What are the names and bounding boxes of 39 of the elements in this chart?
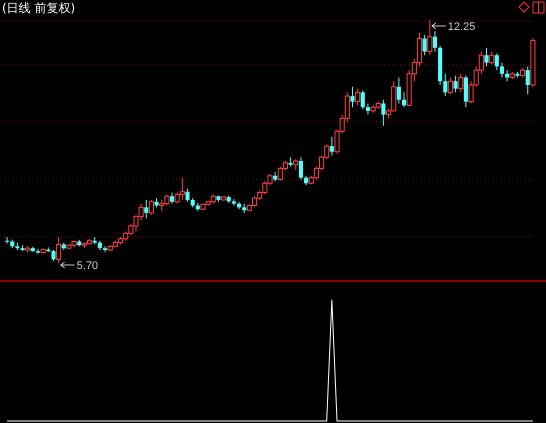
candlestick [402,92,406,108]
annotation: 12.25 [448,21,476,33]
candlestick [505,70,510,82]
candlestick [98,240,102,251]
candlestick [144,199,148,219]
candlestick [185,188,190,202]
candlestick [360,90,365,110]
candlestick [520,68,526,78]
candlestick [170,192,174,204]
candlestick [355,88,360,106]
candlestick [381,99,386,126]
candlestick [494,52,499,71]
candlestick [273,172,278,182]
candlestick [454,75,458,93]
candlestick [242,203,246,214]
chart-title: (日线 前复权) [2,1,76,15]
candlestick [366,102,370,116]
candlestick [500,62,504,78]
annotation: 5.70 [76,260,98,272]
candlestick [443,73,448,97]
candlestick [154,198,159,208]
candlestick [432,30,438,52]
candlestick [330,136,334,156]
candlestick [422,34,427,56]
candlestick [51,250,56,262]
candlestick [293,158,298,171]
candlestick [484,47,489,67]
candlestick [396,77,401,104]
candlestick [458,73,464,93]
candlestick [448,77,453,95]
candlestick [148,199,154,216]
candlestick [304,175,308,186]
candlestick [190,198,195,208]
candlestick [489,51,494,66]
candlestick [526,66,530,95]
candlestick [56,236,62,264]
candlestick [350,86,355,108]
candlestick [298,156,303,180]
candlestick [427,20,432,56]
